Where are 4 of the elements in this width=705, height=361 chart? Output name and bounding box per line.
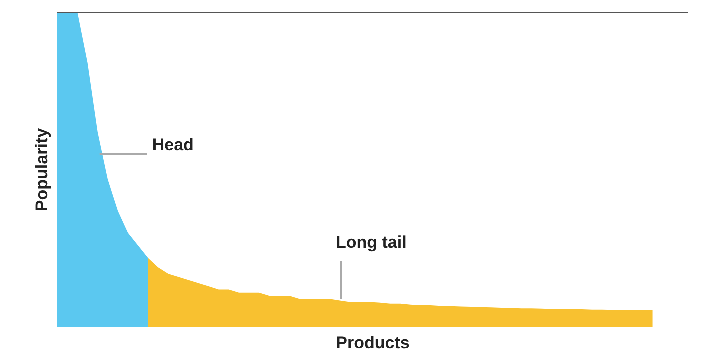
y-axis-title: Popularity	[32, 128, 52, 212]
x-axis-title: Products	[336, 334, 410, 352]
annotation: Head	[152, 135, 194, 154]
annotation: Long tail	[336, 232, 407, 252]
